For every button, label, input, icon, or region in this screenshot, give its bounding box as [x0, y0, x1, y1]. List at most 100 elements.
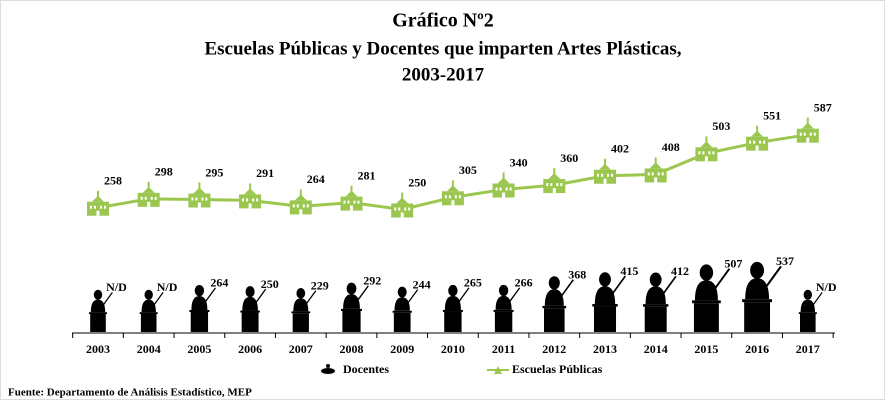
- roof: [193, 187, 206, 194]
- podium: [693, 303, 719, 332]
- body: [191, 295, 208, 310]
- door: [552, 188, 556, 194]
- building: [391, 203, 414, 218]
- podium-top: [643, 304, 669, 307]
- data-label: 250: [261, 277, 279, 291]
- roof: [700, 141, 713, 148]
- podium-top: [493, 309, 514, 312]
- pointer: [305, 290, 317, 305]
- window: [205, 197, 208, 201]
- window: [651, 172, 654, 176]
- data-label: 507: [724, 256, 742, 270]
- pointer: [254, 288, 267, 304]
- window: [242, 198, 245, 202]
- bell: [198, 182, 201, 189]
- door: [451, 200, 455, 206]
- head: [803, 289, 812, 300]
- window: [499, 187, 502, 191]
- school-marker: [746, 125, 769, 151]
- x-tick-label: 2004: [137, 342, 161, 356]
- head: [498, 284, 509, 297]
- pointer: [204, 287, 216, 304]
- window: [601, 173, 603, 177]
- window: [607, 173, 609, 177]
- roof: [497, 177, 510, 184]
- teacher-icon: [742, 261, 782, 332]
- window: [408, 207, 411, 211]
- data-label: 264: [210, 276, 228, 290]
- door: [248, 203, 252, 209]
- window: [753, 140, 756, 144]
- window: [495, 187, 498, 191]
- door: [806, 137, 810, 143]
- data-label: 305: [459, 163, 477, 177]
- data-label: 415: [620, 264, 638, 278]
- roof: [396, 197, 409, 204]
- building: [492, 183, 515, 198]
- school-marker: [188, 182, 211, 208]
- legend-label: Escuelas Públicas: [512, 362, 603, 376]
- building: [695, 147, 718, 162]
- window: [556, 183, 559, 187]
- building: [188, 193, 211, 208]
- podium: [190, 311, 209, 332]
- school-marker: [543, 168, 566, 194]
- bell: [705, 136, 708, 143]
- window: [191, 197, 194, 201]
- chart-title: Gráfico Nº2: [392, 10, 494, 32]
- window: [611, 173, 613, 177]
- door: [603, 178, 607, 184]
- podium-top: [798, 312, 817, 314]
- window: [813, 132, 816, 136]
- x-tick-label: 2013: [593, 342, 617, 356]
- window: [353, 200, 356, 204]
- body: [495, 295, 512, 310]
- window: [140, 196, 143, 200]
- roof: [649, 162, 662, 169]
- window: [94, 205, 96, 209]
- window: [749, 140, 752, 144]
- data-label: 258: [104, 173, 122, 187]
- head: [296, 287, 306, 299]
- pointer: [508, 287, 521, 303]
- window: [458, 195, 461, 199]
- source: Fuente: Departamento de Análisis Estadís…: [8, 387, 252, 399]
- window: [657, 172, 660, 176]
- window: [357, 200, 360, 204]
- legend-symbol: [321, 364, 335, 374]
- window: [90, 205, 92, 209]
- window: [296, 204, 299, 208]
- school-marker: [87, 190, 109, 216]
- body: [293, 298, 309, 312]
- school-marker: [695, 136, 718, 162]
- podium-top: [592, 304, 618, 307]
- building: [441, 191, 464, 206]
- podium: [644, 306, 667, 332]
- x-tick-label: 2003: [86, 342, 110, 356]
- school-marker: [289, 189, 312, 215]
- teacher-icon: [592, 272, 627, 332]
- head: [599, 272, 611, 287]
- building: [289, 200, 312, 215]
- school-marker: [391, 192, 414, 218]
- bell: [553, 168, 556, 175]
- data-label: 408: [662, 140, 680, 154]
- window: [509, 187, 512, 191]
- head: [397, 286, 407, 298]
- podium-top: [340, 308, 363, 311]
- window: [550, 183, 553, 187]
- teacher-icon: [692, 264, 731, 332]
- door: [350, 205, 353, 211]
- data-label: 537: [776, 254, 794, 268]
- data-label: 295: [205, 165, 223, 179]
- bell: [401, 192, 404, 199]
- legend-marker: [494, 366, 502, 374]
- pointer: [812, 292, 823, 306]
- body: [544, 289, 564, 306]
- school-marker: [340, 185, 363, 211]
- x-tick-label: 2011: [492, 342, 515, 356]
- window: [195, 197, 198, 201]
- door: [197, 202, 201, 208]
- bell: [451, 180, 454, 187]
